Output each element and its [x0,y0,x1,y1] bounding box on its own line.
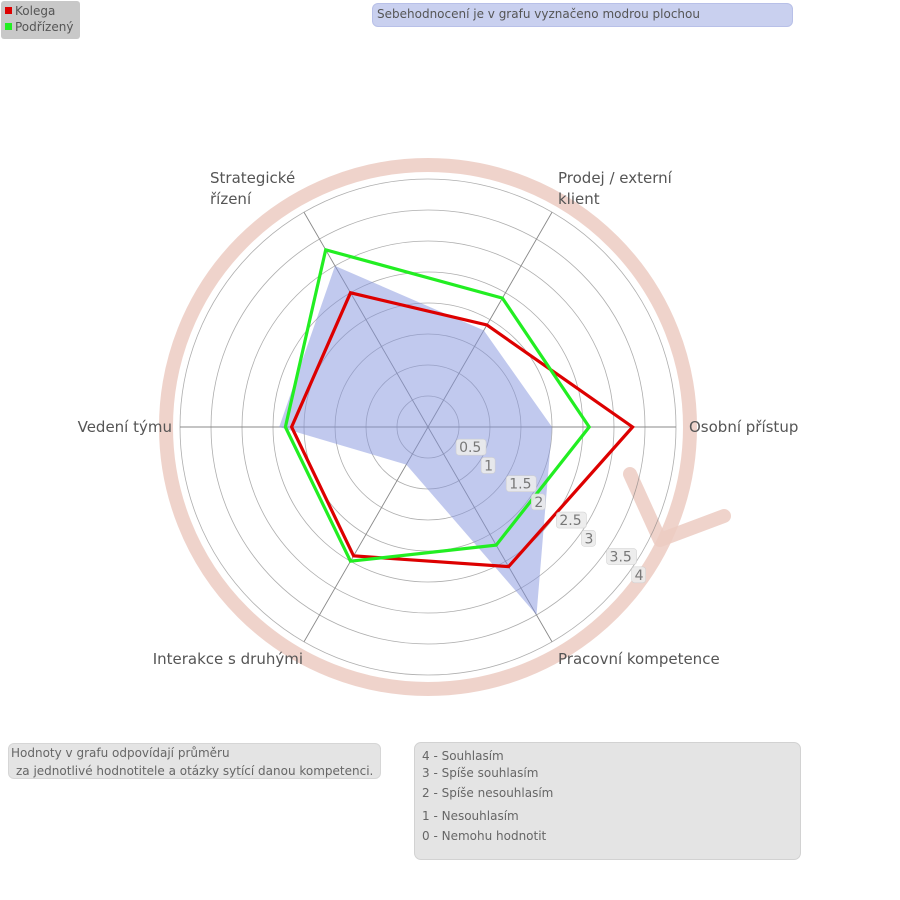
tick-label: 2 [534,495,543,511]
scale-item: 3 - Spíše souhlasím [422,766,539,780]
axis-labels: Osobní přístup Prodej / externí klient Stra… [78,169,799,668]
axis-label: klient [558,190,600,208]
tick-label: 1 [484,458,493,474]
averages-note: Hodnoty v grafu odpovídají průměru za je… [8,743,381,779]
legend-item-podrizeny: Podřízený [5,20,73,35]
tick-label: 4 [635,568,644,584]
legend-item-kolega: Kolega [5,4,55,19]
tick-label-bg [631,566,646,584]
axis-label: Pracovní kompetence [558,650,720,668]
series-line-podzen [283,247,592,563]
series-line-kolega [289,290,635,569]
tick-label: 1.5 [509,477,531,493]
averages-note-line2: za jednotlivé hodnotitele a otázky sytíc… [16,764,374,778]
tick-label-bg [606,548,637,565]
legend-swatch-podrizeny [5,23,12,30]
tick-label-bg [480,457,496,474]
axis-label: Interakce s druhými [153,650,303,668]
self-assessment-note: Sebehodnocení je v grafu vyznačeno modro… [372,3,793,27]
arrow-head [623,467,731,547]
tick-label-bg [581,530,596,547]
circular-arrow-decoration [159,158,731,696]
tick-label: 3.5 [610,550,632,566]
series-area-sebehodnoceni [279,265,552,615]
rating-scale-legend: 4 - Souhlasím 3 - Spíše souhlasím 2 - Sp… [414,742,801,860]
scale-item: 0 - Nemohu hodnotit [422,829,547,843]
tick-label: 3 [584,531,593,547]
axis-label: Prodej / externí [558,169,673,187]
legend: Kolega Podřízený [1,1,80,39]
tick-label-bg [556,511,587,529]
tick-label: 2.5 [559,513,581,529]
radial-tick-labels: 0.51 1.52 2.53 3.54 [455,438,646,584]
arrow-ring [159,158,697,696]
axis-label: řízení [210,190,252,208]
tick-label: 0.5 [459,440,481,456]
averages-note-line1: Hodnoty v grafu odpovídají průměru [11,746,230,760]
axis-label: Strategické [210,169,295,187]
axis-label: Vedení týmu [78,418,172,436]
axis-label: Osobní přístup [689,418,798,436]
radar-series [279,247,635,615]
scale-item: 1 - Nesouhlasím [422,809,519,823]
tick-label-bg [455,438,487,456]
scale-item: 2 - Spíše nesouhlasím [422,786,554,800]
tick-label-bg [505,475,537,492]
tick-label-bg [531,493,546,511]
scale-item: 4 - Souhlasím [422,749,504,763]
legend-swatch-kolega [5,7,12,14]
